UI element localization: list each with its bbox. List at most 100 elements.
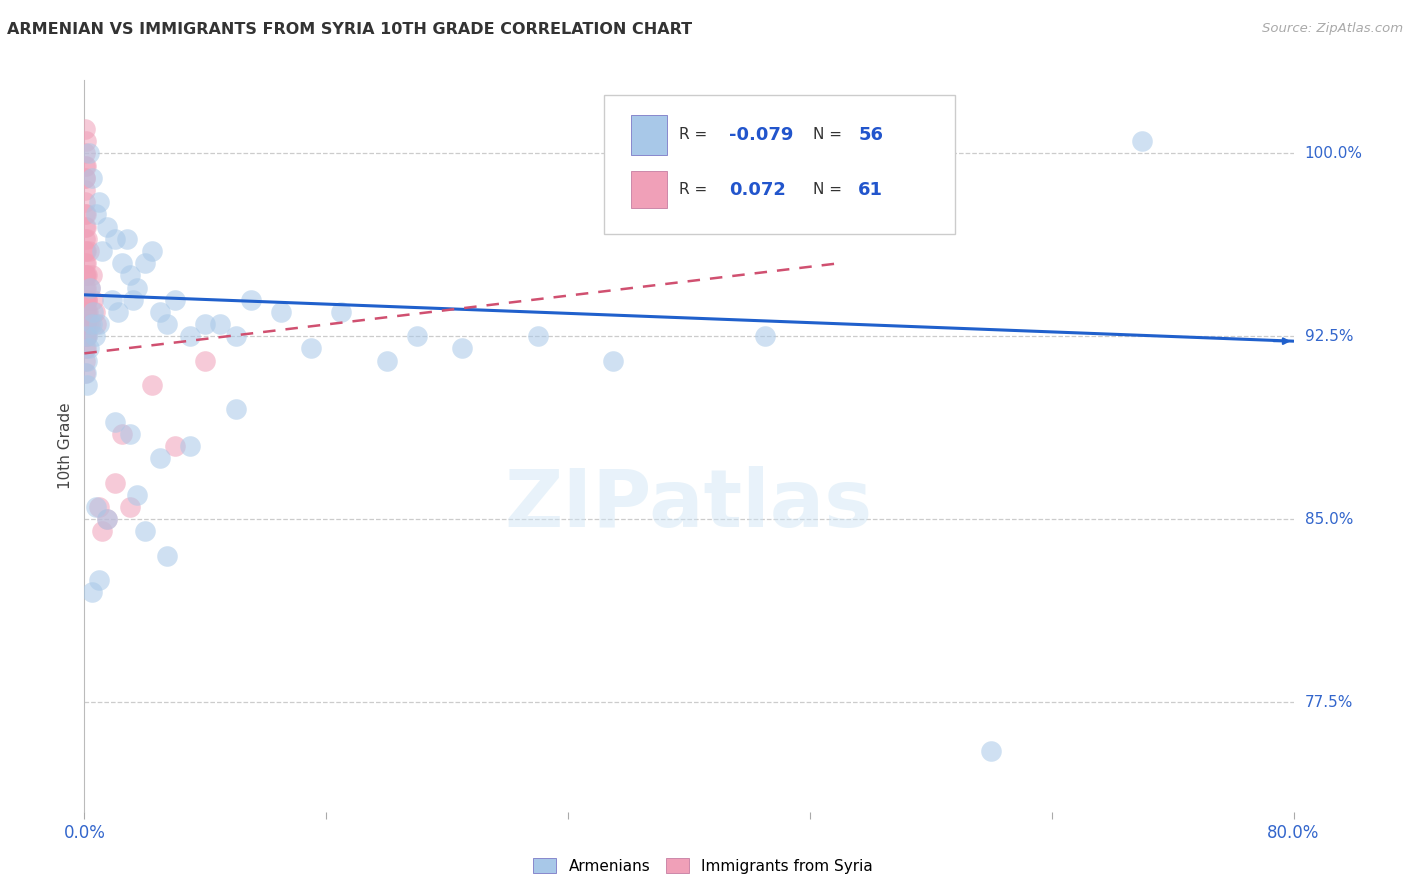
Text: 92.5%: 92.5% xyxy=(1305,329,1353,343)
Point xyxy=(118,500,141,514)
Point xyxy=(75,170,97,185)
Point xyxy=(73,293,96,307)
Point xyxy=(89,573,111,587)
Point xyxy=(100,293,122,307)
Point xyxy=(73,268,96,283)
Point xyxy=(104,415,127,429)
Point xyxy=(73,232,96,246)
Point xyxy=(80,585,103,599)
Point xyxy=(86,317,108,331)
Point xyxy=(77,244,100,258)
Point xyxy=(141,378,163,392)
Point xyxy=(451,342,474,356)
Point xyxy=(118,426,141,441)
Point xyxy=(75,329,97,343)
Point xyxy=(91,524,114,539)
Text: Source: ZipAtlas.com: Source: ZipAtlas.com xyxy=(1263,22,1403,36)
Point xyxy=(76,378,98,392)
Point xyxy=(165,439,187,453)
Point xyxy=(141,244,163,258)
Point xyxy=(76,268,98,283)
Point xyxy=(330,305,353,319)
Point xyxy=(80,170,103,185)
Point xyxy=(86,500,108,514)
Point xyxy=(75,293,97,307)
Point xyxy=(75,317,97,331)
Point xyxy=(73,329,96,343)
Point xyxy=(76,305,98,319)
Point xyxy=(79,280,101,294)
Point xyxy=(89,317,111,331)
Point xyxy=(75,195,97,210)
Point xyxy=(75,134,97,148)
Point xyxy=(75,256,97,270)
Point xyxy=(602,353,624,368)
Point xyxy=(79,280,101,294)
Text: N =: N = xyxy=(814,182,842,197)
Y-axis label: 10th Grade: 10th Grade xyxy=(58,402,73,490)
Text: 0.072: 0.072 xyxy=(728,180,786,199)
Point xyxy=(149,305,172,319)
Point xyxy=(73,280,96,294)
Point xyxy=(75,353,97,368)
Point xyxy=(73,183,96,197)
Text: ZIPatlas: ZIPatlas xyxy=(505,466,873,543)
Point xyxy=(75,268,97,283)
Point xyxy=(76,293,98,307)
Text: 77.5%: 77.5% xyxy=(1305,695,1353,709)
Point xyxy=(82,305,104,319)
Point xyxy=(76,329,98,343)
Point xyxy=(104,232,127,246)
Point xyxy=(76,232,98,246)
Text: R =: R = xyxy=(679,182,707,197)
Point xyxy=(239,293,262,307)
Point xyxy=(76,293,98,307)
Point xyxy=(75,207,97,221)
Point xyxy=(104,475,127,490)
Point xyxy=(75,342,97,356)
Point xyxy=(75,305,97,319)
Point xyxy=(80,317,103,331)
Point xyxy=(73,366,96,380)
Text: 100.0%: 100.0% xyxy=(1305,146,1362,161)
Point xyxy=(96,219,118,234)
Point xyxy=(80,268,103,283)
Point xyxy=(84,329,107,343)
Point xyxy=(149,451,172,466)
Point xyxy=(76,329,98,343)
Point xyxy=(980,744,1002,758)
Point xyxy=(77,317,100,331)
FancyBboxPatch shape xyxy=(631,115,668,155)
Point xyxy=(76,268,98,283)
Point xyxy=(75,366,97,380)
Point xyxy=(76,353,98,368)
Point xyxy=(156,549,179,563)
Point xyxy=(73,219,96,234)
Point xyxy=(75,317,97,331)
Point xyxy=(73,159,96,173)
Point xyxy=(107,305,129,319)
Point xyxy=(86,207,108,221)
Point xyxy=(91,244,114,258)
Point xyxy=(179,439,201,453)
Point xyxy=(209,317,232,331)
Text: 85.0%: 85.0% xyxy=(1305,512,1353,526)
Point xyxy=(127,280,149,294)
Point xyxy=(225,329,247,343)
Point xyxy=(111,426,134,441)
Legend: Armenians, Immigrants from Syria: Armenians, Immigrants from Syria xyxy=(527,852,879,880)
Point xyxy=(165,293,187,307)
FancyBboxPatch shape xyxy=(631,171,668,208)
Point xyxy=(527,329,550,343)
Point xyxy=(75,244,97,258)
Point xyxy=(96,512,118,526)
Point xyxy=(77,146,100,161)
Text: 56: 56 xyxy=(858,126,883,144)
Point xyxy=(194,353,217,368)
Point xyxy=(156,317,179,331)
Point xyxy=(77,342,100,356)
Point xyxy=(299,342,322,356)
Text: ARMENIAN VS IMMIGRANTS FROM SYRIA 10TH GRADE CORRELATION CHART: ARMENIAN VS IMMIGRANTS FROM SYRIA 10TH G… xyxy=(7,22,692,37)
Point xyxy=(75,159,97,173)
Point xyxy=(75,219,97,234)
